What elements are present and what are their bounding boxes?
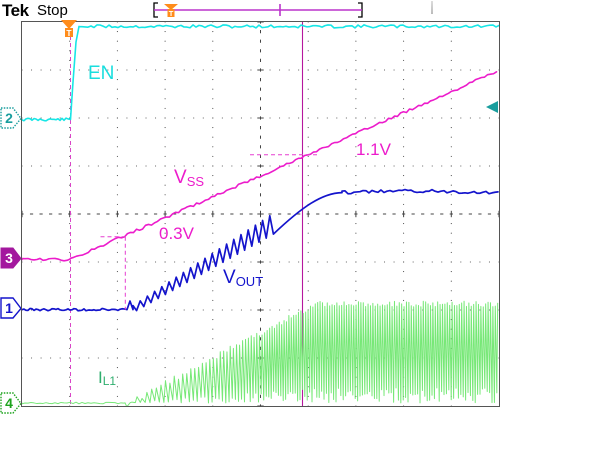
svg-text:T: T xyxy=(66,28,72,37)
svg-text:3: 3 xyxy=(5,250,13,266)
svg-text:4: 4 xyxy=(5,395,13,411)
svg-text:T: T xyxy=(169,9,174,18)
svg-text:1: 1 xyxy=(5,300,13,316)
svg-text:2: 2 xyxy=(5,110,13,126)
